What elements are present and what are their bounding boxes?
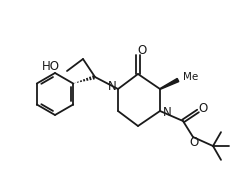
Polygon shape bbox=[160, 78, 179, 89]
Text: N: N bbox=[108, 81, 116, 94]
Text: O: O bbox=[198, 101, 208, 115]
Text: Me: Me bbox=[183, 72, 198, 82]
Text: O: O bbox=[137, 44, 147, 57]
Text: N: N bbox=[163, 105, 171, 119]
Text: HO: HO bbox=[42, 60, 60, 73]
Text: O: O bbox=[189, 136, 199, 149]
